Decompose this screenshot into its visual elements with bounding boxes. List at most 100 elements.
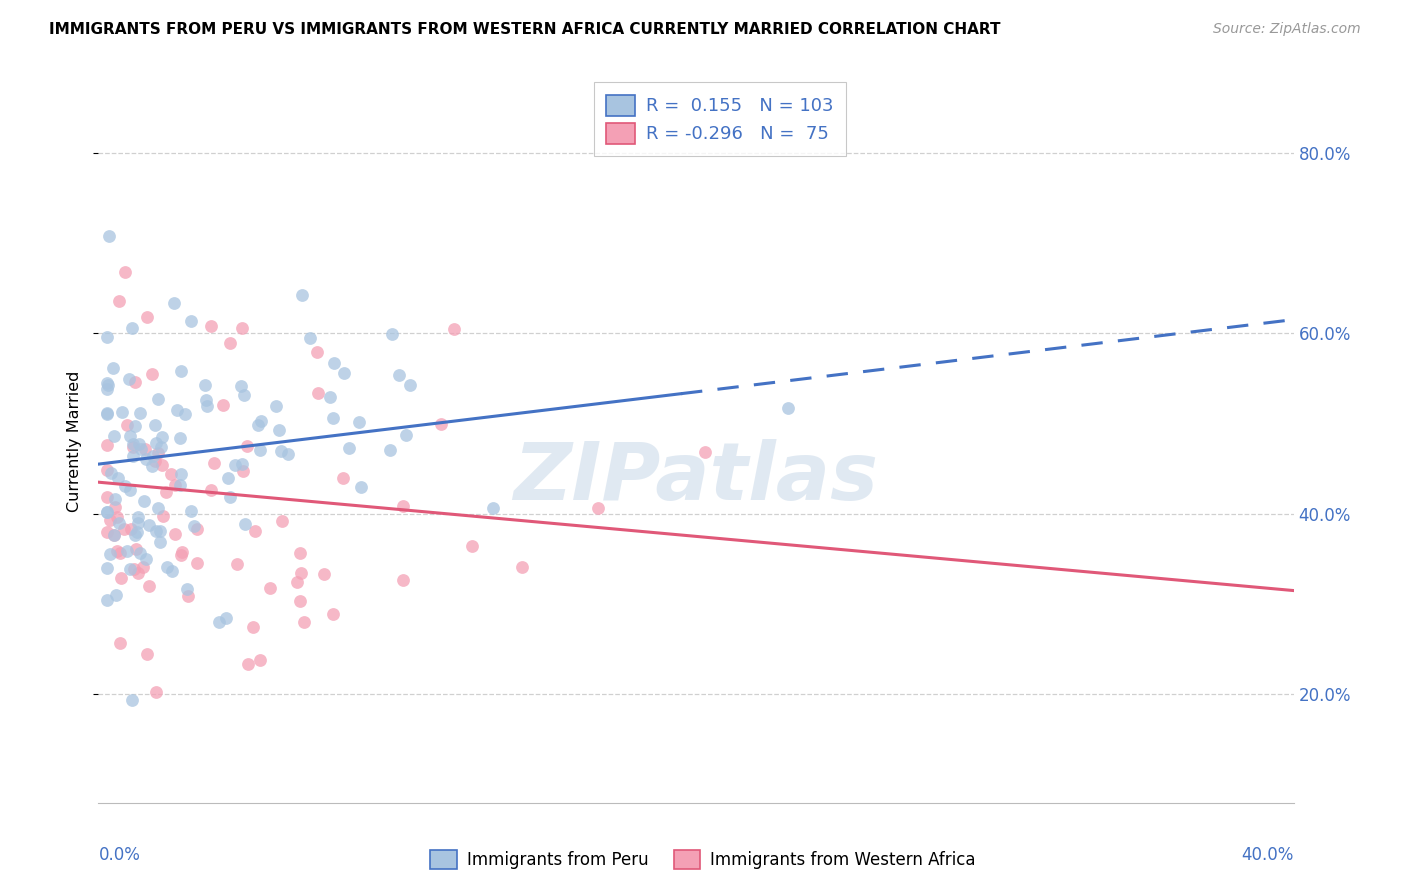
Point (125, 542, 148, 557)
Point (146, 446, 169, 460)
Point (211, 399, 233, 413)
Point (96, 505, 118, 519)
Point (350, 480, 373, 494)
Point (163, 296, 186, 310)
Point (288, 546, 311, 560)
Point (134, 442, 156, 457)
Legend: R =  0.155   N = 103, R = -0.296   N =  75: R = 0.155 N = 103, R = -0.296 N = 75 (593, 82, 846, 156)
Point (292, 615, 315, 629)
Point (231, 457, 253, 471)
Point (176, 582, 198, 596)
Point (163, 478, 186, 492)
Point (135, 452, 157, 467)
Point (269, 423, 291, 437)
Point (169, 477, 191, 491)
Point (98, 513, 121, 527)
Point (208, 615, 231, 629)
Point (200, 483, 222, 498)
Point (146, 392, 169, 406)
Point (112, 522, 135, 536)
Point (277, 447, 299, 461)
Point (142, 449, 165, 463)
Point (380, 443, 402, 458)
Point (127, 509, 149, 524)
Point (219, 336, 242, 351)
Point (173, 407, 195, 421)
Point (149, 535, 172, 549)
Point (145, 436, 167, 450)
Point (98, 228, 121, 243)
Point (232, 464, 254, 478)
Point (149, 524, 172, 539)
Point (107, 544, 129, 558)
Point (307, 386, 329, 401)
Point (312, 567, 335, 582)
Point (96, 330, 118, 344)
Point (96, 505, 118, 519)
Point (114, 479, 136, 493)
Point (387, 368, 409, 383)
Point (347, 415, 370, 429)
Point (128, 406, 150, 420)
Point (127, 516, 149, 531)
Point (482, 501, 505, 516)
Point (120, 523, 142, 537)
Point (291, 288, 314, 302)
Point (114, 265, 136, 279)
Point (132, 560, 155, 574)
Point (136, 647, 159, 661)
Point (145, 417, 167, 432)
Point (111, 405, 134, 419)
Point (165, 526, 187, 541)
Point (242, 620, 264, 634)
Point (141, 368, 163, 382)
Point (194, 377, 217, 392)
Point (107, 516, 129, 530)
Point (586, 501, 609, 516)
Point (170, 545, 193, 559)
Point (96, 561, 118, 575)
Point (270, 514, 292, 528)
Point (118, 372, 141, 386)
Point (97, 378, 120, 392)
Point (136, 310, 159, 324)
Point (247, 417, 270, 432)
Point (305, 345, 328, 359)
Point (288, 593, 311, 607)
Point (127, 566, 149, 581)
Point (104, 492, 127, 507)
Point (146, 500, 169, 515)
Point (138, 579, 160, 593)
Point (145, 685, 167, 699)
Point (143, 454, 166, 468)
Point (108, 294, 131, 309)
Text: Source: ZipAtlas.com: Source: ZipAtlas.com (1213, 22, 1361, 37)
Point (96, 407, 118, 421)
Point (249, 443, 271, 458)
Point (96, 592, 118, 607)
Point (141, 459, 163, 474)
Point (138, 518, 160, 533)
Point (337, 442, 360, 456)
Point (96, 438, 118, 452)
Point (264, 399, 287, 413)
Point (224, 458, 246, 472)
Point (232, 388, 254, 402)
Y-axis label: Currently Married: Currently Married (67, 371, 83, 512)
Point (129, 442, 152, 456)
Point (170, 364, 193, 378)
Point (104, 588, 127, 602)
Point (124, 375, 146, 389)
Point (319, 390, 342, 404)
Text: ZIPatlas: ZIPatlas (513, 439, 879, 516)
Point (333, 367, 356, 381)
Point (162, 564, 184, 578)
Point (430, 417, 453, 431)
Point (322, 411, 344, 425)
Point (392, 499, 415, 513)
Point (391, 573, 413, 587)
Point (180, 504, 202, 518)
Point (381, 327, 404, 342)
Point (395, 428, 418, 442)
Point (194, 392, 217, 407)
